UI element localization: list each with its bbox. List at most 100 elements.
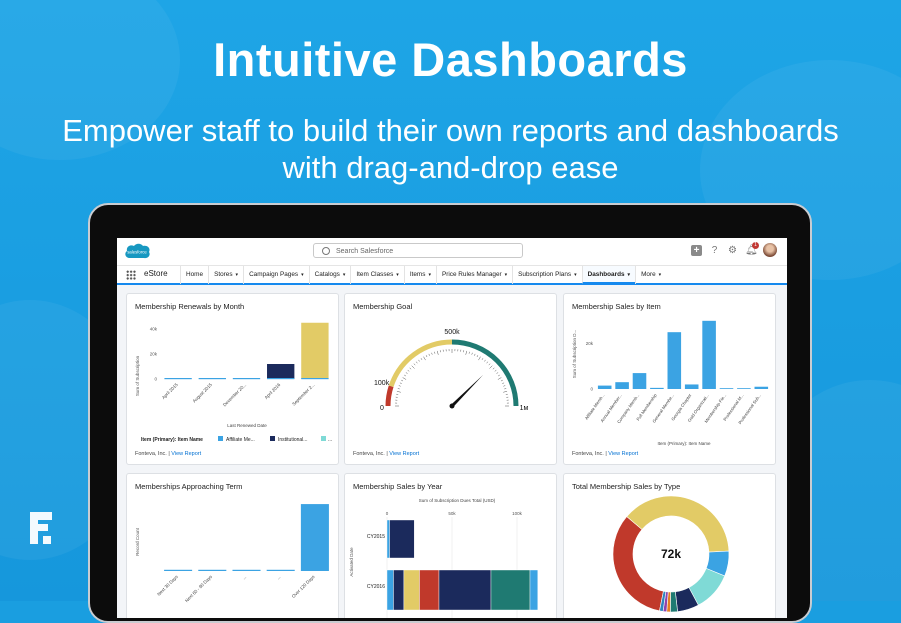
gauge-tick xyxy=(487,362,488,364)
gauge-tick xyxy=(496,372,498,373)
gauge-label: 1м xyxy=(520,405,529,412)
x-tick-label: Over 120 Days xyxy=(291,574,316,599)
x-tick-label: April 2015 xyxy=(161,382,179,400)
card-membership-renewals[interactable]: Membership Renewals by Month Sum of Subs… xyxy=(126,293,339,465)
gauge-tick xyxy=(498,375,500,376)
gauge-tick xyxy=(472,353,473,355)
bar-segment xyxy=(387,520,390,558)
gauge-tick xyxy=(397,391,401,392)
footer-company: Fonteva, Inc. xyxy=(353,451,385,457)
chevron-down-icon: ▾ xyxy=(505,272,508,278)
bar-baseline xyxy=(267,378,294,379)
gauge-tick xyxy=(474,354,475,356)
gauge-tick xyxy=(477,355,478,357)
chevron-down-icon: ▾ xyxy=(236,272,239,278)
y-axis-label: Sum of Subscription D... xyxy=(572,330,577,379)
gauge-tick xyxy=(489,364,490,365)
y-tick-label: 40k xyxy=(150,327,158,332)
gauge-tick xyxy=(482,358,483,360)
bar-baseline xyxy=(233,378,260,379)
nav-tab-stores[interactable]: Stores▾ xyxy=(208,266,243,284)
gauge-segment xyxy=(391,342,452,386)
card-footer: Fonteva, Inc. | View Report xyxy=(353,451,419,457)
bar xyxy=(301,323,328,379)
bar-segment xyxy=(390,520,415,558)
gauge-label: 500k xyxy=(444,329,460,336)
gauge-tick xyxy=(412,366,415,369)
y-tick-label: CY2015 xyxy=(367,534,385,540)
gauge-tick xyxy=(429,354,430,356)
gauge-tick xyxy=(401,380,403,381)
view-report-link[interactable]: View Report xyxy=(608,451,638,457)
gauge-tick xyxy=(424,357,426,360)
footer-company: Fonteva, Inc. xyxy=(572,451,604,457)
bar-segment xyxy=(530,570,538,610)
avatar[interactable] xyxy=(763,243,777,257)
salesforce-logo-icon[interactable]: salesforce xyxy=(122,241,152,261)
sales-by-type-donut: 72k xyxy=(564,474,776,618)
gauge-tick xyxy=(479,357,481,360)
nav-tab-items[interactable]: Items▾ xyxy=(404,266,436,284)
nav-tab-label: Dashboards xyxy=(588,271,625,278)
app-name: eStore xyxy=(144,269,168,278)
nav-tab-item-classes[interactable]: Item Classes▾ xyxy=(350,266,403,284)
nav-tab-subscription-plans[interactable]: Subscription Plans▾ xyxy=(512,266,581,284)
nav-tab-catalogs[interactable]: Catalogs▾ xyxy=(309,266,351,284)
x-tick-label: ... xyxy=(241,574,247,580)
y-axis-label: Activated Date xyxy=(349,547,354,577)
donut-slice xyxy=(627,496,729,552)
x-tick-label: Next 60 - 90 Days xyxy=(184,574,214,604)
bar xyxy=(198,570,226,571)
bar xyxy=(633,373,647,389)
card-memberships-approaching-term[interactable]: Memberships Approaching Term Record Coun… xyxy=(126,473,339,618)
help-icon[interactable]: ? xyxy=(709,245,720,256)
nav-tab-price-rules-manager[interactable]: Price Rules Manager▾ xyxy=(436,266,512,284)
fonteva-logo-icon xyxy=(26,510,56,546)
gauge-tick xyxy=(498,378,501,380)
gauge-tick xyxy=(400,383,402,384)
nav-tab-label: Items xyxy=(410,271,426,278)
chevron-down-icon: ▾ xyxy=(428,272,431,278)
legend-swatch xyxy=(270,436,275,441)
nav-tab-label: Catalogs xyxy=(315,271,340,278)
nav-tab-more[interactable]: More▾ xyxy=(635,266,666,284)
bell-icon[interactable]: 🔔︎ 1 xyxy=(745,245,756,256)
gauge-tick xyxy=(421,358,422,360)
gauge-tick xyxy=(432,353,433,355)
view-report-link[interactable]: View Report xyxy=(389,451,419,457)
gauge-needle-hub xyxy=(450,404,455,409)
hero-title: Intuitive Dashboards xyxy=(0,32,901,87)
salesforce-logo-text: salesforce xyxy=(127,250,147,255)
chevron-down-icon: ▾ xyxy=(301,272,304,278)
gauge-tick xyxy=(493,368,494,369)
hero-subtitle: Empower staff to build their own reports… xyxy=(0,112,901,186)
y-axis-label: Sum of Subscription xyxy=(135,355,140,396)
gear-icon[interactable]: ⚙ xyxy=(727,245,738,256)
nav-tab-home[interactable]: Home xyxy=(180,266,208,284)
y-tick-label: 0 xyxy=(154,377,157,382)
footer-company: Fonteva, Inc. xyxy=(135,451,167,457)
search-icon xyxy=(322,247,330,255)
card-membership-sales-by-year[interactable]: Membership Sales by Year Sum of Subscrip… xyxy=(344,473,557,618)
card-membership-sales-by-item[interactable]: Membership Sales by Item Sum of Subscrip… xyxy=(563,293,776,465)
card-total-membership-sales-by-type[interactable]: Total Membership Sales by Type 72k xyxy=(563,473,776,618)
legend-title: Item (Primary): Item Name xyxy=(141,437,203,443)
bar-segment xyxy=(439,570,491,610)
nav-tab-campaign-pages[interactable]: Campaign Pages▾ xyxy=(243,266,309,284)
gauge-tick xyxy=(495,370,497,371)
nav-tab-dashboards[interactable]: Dashboards▾ xyxy=(582,266,635,284)
nav-tab-label: More xyxy=(641,271,656,278)
add-icon[interactable]: + xyxy=(691,245,702,256)
x-tick-label: 50k xyxy=(448,511,456,516)
search-input[interactable]: Search Salesforce xyxy=(313,243,523,258)
view-report-link[interactable]: View Report xyxy=(171,451,201,457)
card-footer: Fonteva, Inc. | View Report xyxy=(572,451,638,457)
bar xyxy=(702,321,716,389)
gauge-tick xyxy=(426,355,427,357)
chevron-down-icon: ▾ xyxy=(343,272,346,278)
x-tick-label: December 20... xyxy=(222,382,247,407)
app-launcher-icon[interactable] xyxy=(126,270,136,280)
bar-segment xyxy=(420,570,440,610)
